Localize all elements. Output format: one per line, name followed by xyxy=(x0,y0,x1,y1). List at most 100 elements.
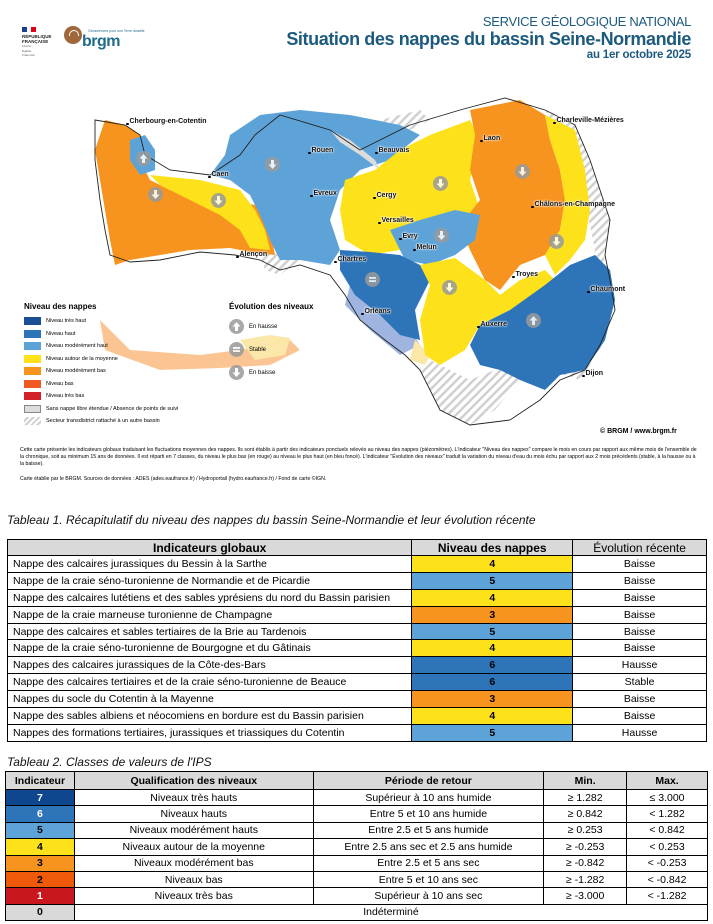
evolution-cell: Baisse xyxy=(572,588,707,607)
legend-label: Niveau très haut xyxy=(46,318,87,325)
period-cell: Supérieur à 10 ans humide xyxy=(312,788,545,807)
aquifer-name: Nappe des calcaires jurassiques du Bessi… xyxy=(6,555,413,573)
header-label: Indicateurs globaux xyxy=(153,540,267,555)
evolution-cell: Hausse xyxy=(572,656,707,675)
table-row: Nappes du socle du Cotentin à la Mayenne… xyxy=(6,690,707,709)
legend-swatch xyxy=(24,354,41,363)
motto-2: Égalité xyxy=(22,48,32,53)
arrow-down-icon xyxy=(265,157,280,172)
table1-aquifer-summary: Indicateurs globaux Niveau des nappes Év… xyxy=(6,539,707,742)
max-cell: < -1.282 xyxy=(626,887,708,905)
brgm-tagline: Géosciences pour une Terre durable xyxy=(88,29,145,33)
level-cell: 4 xyxy=(411,588,574,607)
legend-label: Niveau autour de la moyenne xyxy=(46,355,118,362)
legend-evolution-item: En hausse xyxy=(229,315,313,338)
legend-levels: Niveau des nappes Niveau très haut Niveau… xyxy=(24,302,178,428)
table1-header-level: Niveau des nappes xyxy=(411,539,574,556)
table2-caption: Tableau 2. Classes de valeurs de l'IPS xyxy=(7,755,212,769)
undetermined-cell: Indéterminé xyxy=(73,903,709,922)
period-cell: Entre 2.5 ans sec et 2.5 ans humide xyxy=(312,838,545,856)
legend-level-list: Niveau très haut Niveau haut Niveau modéré… xyxy=(24,315,178,428)
header-label: Évolution récente xyxy=(593,540,686,555)
equals-icon xyxy=(365,272,380,287)
legend-label: Niveau très bas xyxy=(46,393,85,400)
max-cell: < 0.253 xyxy=(626,838,708,856)
evolution-cell: Baisse xyxy=(572,555,707,573)
city-label: Chaumont xyxy=(587,286,626,293)
legend-label: En baisse xyxy=(249,369,276,376)
table-row: Nappe de la craie séno-turonienne de Nor… xyxy=(6,571,707,590)
period-cell: Entre 5 et 10 ans sec xyxy=(312,870,545,889)
legend-evolution-item: En baisse xyxy=(229,361,313,384)
legend-swatch xyxy=(24,342,41,351)
evolution-cell: Baisse xyxy=(572,707,707,725)
qualification-cell: Niveaux très hauts xyxy=(73,788,314,807)
arrow-down-icon xyxy=(211,193,226,208)
arrow-down-icon xyxy=(434,228,449,243)
table-row: 1 Niveaux très bas Supérieur à 10 ans sec ≥… xyxy=(5,887,708,905)
indicator-cell: 2 xyxy=(5,870,75,889)
legend-swatch xyxy=(24,367,41,376)
legend-swatch xyxy=(24,417,41,426)
evolution-cell: Baisse xyxy=(572,622,707,641)
motto-3: Fraternité xyxy=(22,53,35,57)
level-cell: 5 xyxy=(411,723,574,742)
qualification-cell: Niveaux hauts xyxy=(73,805,314,823)
min-cell: ≥ 1.282 xyxy=(543,788,628,807)
title-block: SERVICE GÉOLOGIQUE NATIONAL Situation de… xyxy=(286,14,691,61)
service-name: SERVICE GÉOLOGIQUE NATIONAL xyxy=(482,14,691,29)
city-label: Dijon xyxy=(582,370,604,377)
table-row: 0 Indéterminé xyxy=(5,903,709,922)
legend-evolution: Évolution des niveaux En hausse Stable En … xyxy=(229,302,313,384)
legend-level-item: Niveau modérément bas xyxy=(24,365,178,378)
table-row: Nappe des calcaires lutétiens et des sab… xyxy=(6,588,707,607)
legend-evolution-title: Évolution des niveaux xyxy=(229,302,314,311)
arrow-down-icon xyxy=(442,280,457,295)
page-header: RÉPUBLIQUE FRANÇAISE Liberté Égalité Fra… xyxy=(0,0,713,75)
city-label: Laon xyxy=(480,135,501,142)
indicator-cell: 1 xyxy=(5,887,75,905)
city-label: Rouen xyxy=(308,147,334,154)
table-row: Nappe de la craie séno-turonienne de Bou… xyxy=(6,639,707,658)
legend-label: Stable xyxy=(249,346,267,353)
table-row: Nappe de la craie marneuse turonienne de… xyxy=(6,605,707,624)
aquifer-name: Nappe des calcaires lutétiens et des sab… xyxy=(6,588,413,607)
brgm-logo: Géosciences pour une Terre durable brgm xyxy=(64,25,145,55)
evolution-cell: Baisse xyxy=(572,690,707,709)
evolution-cell: Baisse xyxy=(572,605,707,624)
table2-header-max: Max. xyxy=(626,771,708,790)
qualification-cell: Niveaux autour de la moyenne xyxy=(73,838,314,856)
qualification-cell: Niveaux modérément hauts xyxy=(73,821,314,840)
level-cell: 3 xyxy=(411,605,574,624)
legend-swatch xyxy=(24,379,41,388)
city-label: Orléans xyxy=(361,308,391,315)
table2-header-indicator: Indicateur xyxy=(5,771,75,790)
legend-label: Niveau modérément haut xyxy=(46,343,108,350)
min-cell: ≥ -0.842 xyxy=(543,854,628,872)
min-cell: ≥ -1.282 xyxy=(543,870,628,889)
level-cell: 6 xyxy=(411,656,574,675)
table-row: 3 Niveaux modérément bas Entre 2.5 et 5 an… xyxy=(5,854,708,872)
legend-level-item: Niveau modérément haut xyxy=(24,340,178,353)
arrow-down-icon xyxy=(549,234,564,249)
arrow-down-icon xyxy=(229,365,244,380)
arrow-up-icon xyxy=(526,313,541,328)
table2-header-row: Indicateur Qualification des niveaux Pér… xyxy=(5,771,708,790)
table1-header-indicators: Indicateurs globaux xyxy=(6,539,413,556)
max-cell: < 0.842 xyxy=(626,821,708,840)
city-label: Versailles xyxy=(378,217,414,224)
level-cell: 5 xyxy=(411,622,574,641)
legend-level-item: Secteur transdistrict rattaché à un autr… xyxy=(24,415,178,428)
legend-evolution-list: En hausse Stable En baisse xyxy=(229,315,313,384)
table-row: 2 Niveaux bas Entre 5 et 10 ans sec ≥ -1.28… xyxy=(5,870,708,889)
table2-body: 7 Niveaux très hauts Supérieur à 10 ans hu… xyxy=(5,788,709,922)
page-title: Situation des nappes du bassin Seine-Nor… xyxy=(286,29,691,49)
legend-label: Niveau bas xyxy=(46,380,74,387)
legend-level-item: Niveau très bas xyxy=(24,390,178,403)
aquifer-name: Nappe des calcaires tertiaires et de la … xyxy=(6,673,413,692)
legend-label: Niveau haut xyxy=(46,330,76,337)
header-label: Niveau des nappes xyxy=(437,540,547,555)
legend-level-item: Niveau bas xyxy=(24,378,178,391)
city-label: Evreux xyxy=(310,190,337,197)
table-row: Nappe des calcaires jurassiques du Bessi… xyxy=(6,555,707,573)
